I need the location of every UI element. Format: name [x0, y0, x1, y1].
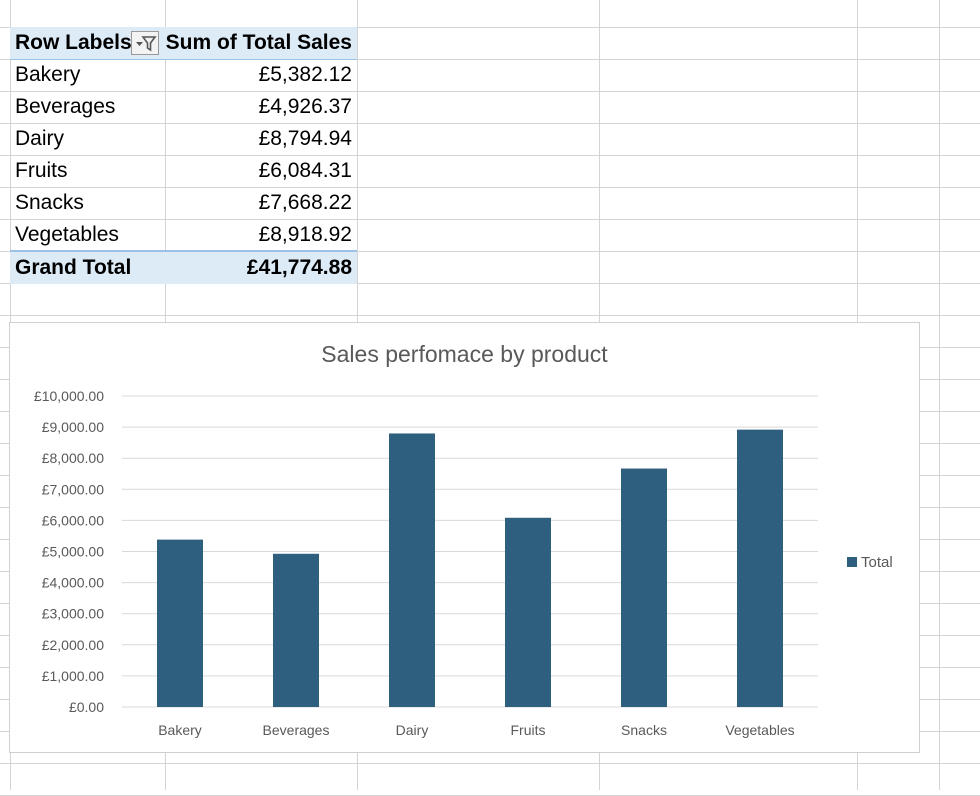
- grid-row-line: [0, 251, 980, 252]
- grid-row-line: [0, 763, 980, 764]
- row-label: Bakery: [15, 63, 81, 86]
- x-tick-label: Dairy: [396, 722, 429, 738]
- grid-row-line: [0, 91, 980, 92]
- legend-swatch: [847, 557, 857, 567]
- grid-row-line: [0, 219, 980, 220]
- y-tick-label: £1,000.00: [42, 668, 104, 684]
- grid-row-line: [0, 27, 980, 28]
- y-tick-label: £8,000.00: [42, 450, 104, 466]
- bar-dairy[interactable]: [389, 433, 435, 707]
- y-tick-label: £7,000.00: [42, 481, 104, 497]
- y-tick-label: £9,000.00: [42, 419, 104, 435]
- x-tick-label: Beverages: [263, 722, 330, 738]
- pivot-row[interactable]: Vegetables £8,918.92: [10, 219, 357, 251]
- row-value: £4,926.37: [258, 95, 352, 118]
- row-value: £7,668.22: [258, 191, 352, 214]
- y-tick-label: £2,000.00: [42, 637, 104, 653]
- pivot-row[interactable]: Beverages £4,926.37: [10, 91, 357, 123]
- row-labels-header: Row Labels: [15, 31, 132, 54]
- chart-title: Sales perfomace by product: [321, 341, 608, 367]
- sales-chart[interactable]: Sales perfomace by product £0.00 £1,000.0…: [9, 322, 920, 753]
- bar-vegetables[interactable]: [737, 429, 783, 707]
- bar-fruits[interactable]: [505, 517, 551, 707]
- grid-row-line: [0, 187, 980, 188]
- grid-row-line: [0, 315, 980, 316]
- pivot-row[interactable]: Bakery £5,382.12: [10, 59, 357, 91]
- pivot-header-row: Row Labels Sum of Total Sales: [10, 27, 357, 60]
- row-label: Dairy: [15, 127, 65, 150]
- grid-row-line: [0, 283, 980, 284]
- filter-dropdown-button[interactable]: [131, 31, 159, 55]
- x-tick-label: Vegetables: [725, 722, 794, 738]
- legend-label: Total: [861, 554, 893, 571]
- pivot-row[interactable]: Dairy £8,794.94: [10, 123, 357, 155]
- row-value: £8,918.92: [258, 223, 352, 246]
- bar-snacks[interactable]: [621, 468, 667, 707]
- pivot-row[interactable]: Snacks £7,668.22: [10, 187, 357, 219]
- y-tick-label: £10,000.00: [34, 388, 104, 404]
- chart-plot-area: £0.00 £1,000.00 £2,000.00 £3,000.00 £4,000.0…: [34, 388, 818, 738]
- x-tick-label: Fruits: [511, 722, 546, 738]
- row-label: Beverages: [15, 95, 116, 118]
- row-label: Snacks: [15, 191, 84, 214]
- row-label: Fruits: [15, 159, 68, 182]
- grand-total-label: Grand Total: [15, 256, 132, 279]
- chart-legend: Total: [847, 554, 893, 571]
- row-value: £8,794.94: [258, 127, 352, 150]
- grid-column-line: [939, 0, 940, 790]
- grid-row-line: [0, 123, 980, 124]
- grid-row-line: [0, 155, 980, 156]
- bar-beverages[interactable]: [273, 553, 319, 707]
- grand-total-row[interactable]: Grand Total £41,774.88: [10, 250, 357, 284]
- y-tick-label: £0.00: [69, 699, 104, 715]
- grand-total-value: £41,774.88: [246, 256, 352, 279]
- filter-icon: [136, 36, 157, 52]
- x-tick-label: Bakery: [158, 722, 202, 738]
- y-tick-label: £4,000.00: [42, 575, 104, 591]
- bar-bakery[interactable]: [157, 539, 203, 707]
- y-tick-label: £5,000.00: [42, 544, 104, 560]
- y-tick-label: £3,000.00: [42, 606, 104, 622]
- x-tick-label: Snacks: [621, 722, 667, 738]
- grid-row-line: [0, 59, 980, 60]
- pivot-row[interactable]: Fruits £6,084.31: [10, 155, 357, 187]
- row-value: £5,382.12: [258, 63, 352, 86]
- sum-total-sales-header: Sum of Total Sales: [165, 31, 352, 54]
- y-tick-label: £6,000.00: [42, 512, 104, 528]
- row-value: £6,084.31: [258, 159, 352, 182]
- row-label: Vegetables: [15, 223, 119, 246]
